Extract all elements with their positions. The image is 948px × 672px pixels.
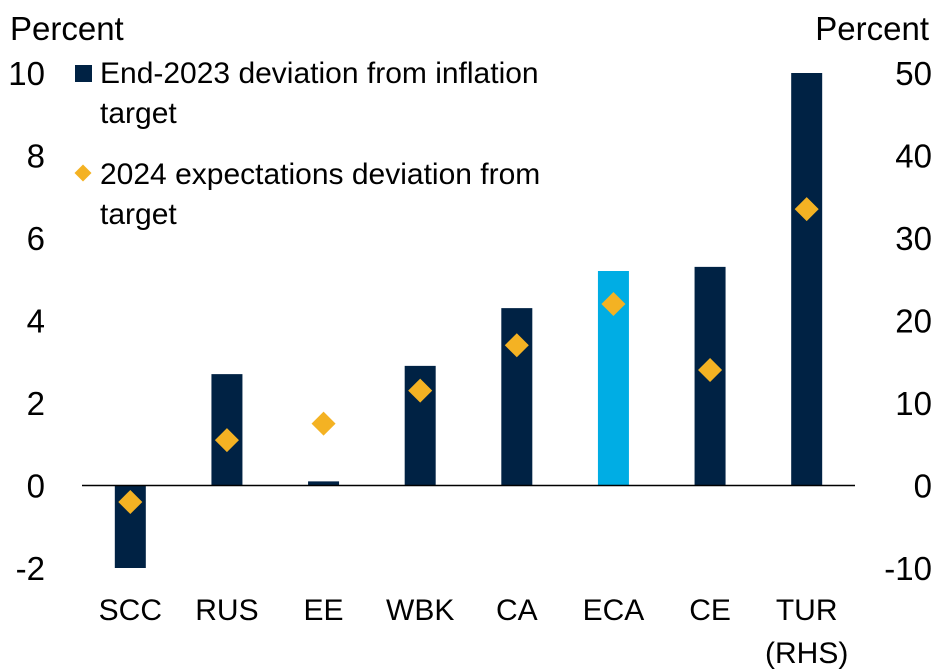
left-axis-title: Percent: [10, 10, 124, 47]
right-tick-label: 50: [895, 55, 932, 92]
legend-bar-swatch: [75, 65, 92, 82]
right-tick-label: -10: [884, 550, 932, 587]
category-label: CE: [689, 594, 731, 627]
right-tick-label: 0: [914, 468, 932, 505]
category-label: ECA: [583, 594, 645, 627]
right-tick-label: 20: [895, 303, 932, 340]
right-tick-label: 40: [895, 138, 932, 175]
left-tick-label: 8: [27, 138, 45, 175]
right-tick-label: 30: [895, 220, 932, 257]
left-tick-label: 6: [27, 220, 45, 257]
legend-bar-label-line2: target: [100, 97, 177, 130]
bar-tur: [791, 73, 823, 486]
legend-marker-label-line2: target: [100, 198, 177, 231]
legend-marker-swatch: [74, 164, 92, 182]
left-axis-ticks: 10 8 6 4 2 0 -2: [8, 55, 45, 587]
bars: [114, 73, 823, 568]
category-label: RUS: [195, 594, 258, 627]
category-label: TUR: [776, 594, 838, 627]
category-label: CA: [496, 594, 538, 627]
legend: End-2023 deviation from inflation target…: [74, 57, 540, 231]
right-axis-ticks: 50 40 30 20 10 0 -10: [884, 55, 932, 587]
marker-ee: [311, 411, 336, 436]
legend-marker-label-line1: 2024 expectations deviation from: [100, 158, 540, 191]
left-tick-label: 2: [27, 385, 45, 422]
left-tick-label: 10: [8, 55, 45, 92]
left-tick-label: 4: [27, 303, 45, 340]
left-tick-label: -2: [16, 550, 45, 587]
marker-scc: [118, 489, 143, 515]
category-label-line2: (RHS): [765, 637, 848, 670]
category-label: EE: [304, 594, 344, 627]
marker-wbk: [408, 378, 433, 403]
legend-bar-label-line1: End-2023 deviation from inflation: [100, 57, 539, 90]
category-labels: SCC RUS EE WBK CA ECA CE TUR (RHS): [99, 594, 849, 670]
category-label: WBK: [386, 594, 454, 627]
bar-ee: [308, 481, 340, 486]
right-tick-label: 10: [895, 385, 932, 422]
category-label: SCC: [99, 594, 162, 627]
marker-rus: [214, 428, 239, 453]
right-axis-title: Percent: [815, 10, 929, 47]
left-tick-label: 0: [27, 468, 45, 505]
